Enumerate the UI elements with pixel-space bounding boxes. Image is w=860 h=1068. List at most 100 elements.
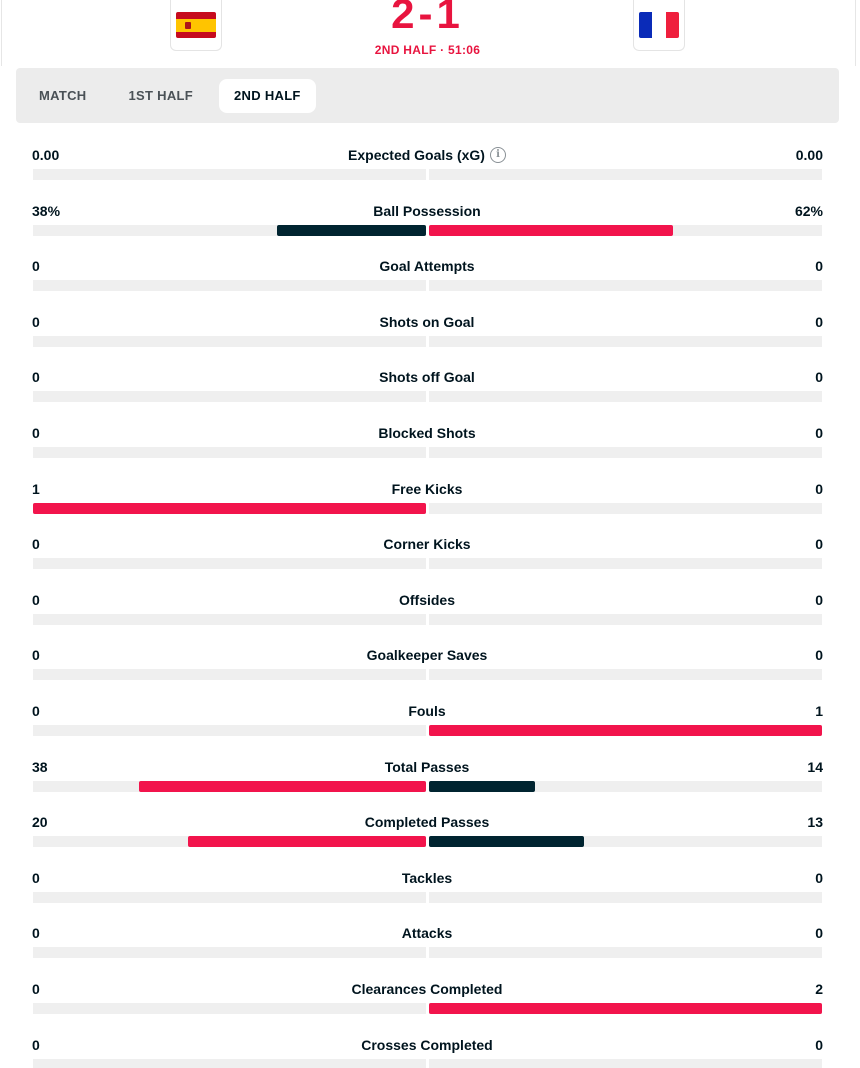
away-stat-value: 0 <box>815 647 823 664</box>
home-stat-value: 38% <box>32 202 61 219</box>
stat-row: 20 Completed Passes 13 <box>0 792 860 848</box>
stat-row: 38% Ball Possession 62% <box>0 181 860 237</box>
tab-1st-half[interactable]: 1ST HALF <box>128 88 193 103</box>
stat-label: Clearances Completed <box>227 981 627 997</box>
away-bar-fill <box>429 780 535 792</box>
away-bar-fill <box>429 836 584 848</box>
stat-label: Ball Possession <box>227 203 627 219</box>
info-icon[interactable]: i <box>489 147 506 163</box>
stat-row: 38 Total Passes 14 <box>0 737 860 793</box>
home-stat-bar <box>33 1058 426 1068</box>
home-stat-bar <box>33 447 426 458</box>
away-stat-value: 0 <box>815 258 823 275</box>
stat-label: Shots on Goal <box>227 314 627 330</box>
away-stat-value: 1 <box>815 703 823 719</box>
away-bar-fill <box>429 224 673 236</box>
stat-label: Corner Kicks <box>227 536 627 552</box>
tab-match[interactable]: MATCH <box>39 88 87 103</box>
away-stat-value: 0 <box>815 591 823 608</box>
home-stat-value: 38 <box>32 758 48 775</box>
home-bar-fill <box>277 224 426 236</box>
away-stat-value: 0 <box>815 313 823 330</box>
away-stat-bar <box>429 224 822 236</box>
stat-row: 0.00 Expected Goals (xG) i 0.00 <box>0 125 860 181</box>
home-stat-bar <box>33 891 426 903</box>
home-bar-fill <box>33 502 426 514</box>
stat-label: Offsides <box>227 592 627 608</box>
away-stat-bar <box>429 169 822 180</box>
away-stat-value: 0 <box>815 1036 823 1053</box>
home-stat-value: 0.00 <box>32 147 60 163</box>
home-stat-value: 0 <box>32 981 40 997</box>
stat-row: 0 Shots on Goal 0 <box>0 292 860 348</box>
stat-label: Attacks <box>227 925 627 941</box>
stat-label-text: Blocked Shots <box>378 425 476 441</box>
stat-label-text: Expected Goals (xG) <box>348 147 485 163</box>
stat-label: Shots off Goal <box>227 369 627 385</box>
match-header: 2-1 2ND HALF · 51:06 <box>0 0 860 66</box>
away-stat-value: 14 <box>807 758 823 775</box>
home-stat-value: 0 <box>32 425 40 441</box>
away-stat-value: 0 <box>815 480 823 497</box>
stat-row: 0 Fouls 1 <box>0 681 860 737</box>
stat-label: Fouls <box>227 703 627 719</box>
stat-row: 0 Goalkeeper Saves 0 <box>0 625 860 681</box>
period-tabs: MATCH 1ST HALF 2ND HALF <box>16 68 839 123</box>
away-stat-value: 0 <box>815 925 823 942</box>
away-stat-value: 0 <box>815 369 823 386</box>
home-stat-value: 0 <box>32 369 40 386</box>
home-stat-bar <box>33 1003 426 1014</box>
away-stat-bar <box>429 725 822 736</box>
home-stat-value: 0 <box>32 1036 40 1053</box>
away-stat-value: 13 <box>807 814 823 831</box>
home-stat-bar <box>33 947 426 959</box>
home-stat-bar <box>33 725 426 736</box>
away-stat-bar <box>429 280 822 292</box>
home-stat-value: 20 <box>32 814 48 831</box>
home-stat-bar <box>33 558 426 570</box>
stat-label-text: Shots off Goal <box>379 369 475 386</box>
stat-row: 0 Shots off Goal 0 <box>0 347 860 403</box>
divider <box>1 0 2 66</box>
tab-2nd-half[interactable]: 2ND HALF <box>219 78 316 113</box>
match-period: 2ND HALF · 51:06 <box>374 43 481 57</box>
away-stat-value: 0 <box>815 869 823 886</box>
home-stat-value: 0 <box>32 703 40 719</box>
home-team-flag[interactable] <box>170 0 222 51</box>
away-stat-value: 0.00 <box>795 147 823 163</box>
spain-flag-icon <box>176 12 216 38</box>
home-stat-bar <box>33 502 426 514</box>
away-stat-bar <box>429 613 822 625</box>
away-stat-bar <box>429 447 822 458</box>
stat-label-text: Goalkeeper Saves <box>366 647 488 664</box>
stat-label: Total Passes <box>227 759 627 775</box>
divider <box>855 0 856 66</box>
stat-label-text: Shots on Goal <box>379 313 475 330</box>
home-stat-value: 0 <box>32 258 40 275</box>
away-stat-bar <box>429 335 822 347</box>
home-stat-value: 0 <box>32 313 40 330</box>
away-stat-bar <box>429 947 822 959</box>
away-stat-bar <box>429 1003 822 1014</box>
stat-label: Goal Attempts <box>227 258 627 274</box>
france-flag-icon <box>639 12 679 38</box>
home-bar-fill <box>188 836 426 848</box>
stat-row: 0 Blocked Shots 0 <box>0 403 860 459</box>
home-bar-fill <box>139 780 426 792</box>
stat-label-text: Offsides <box>398 591 455 608</box>
away-team-flag[interactable] <box>633 0 685 51</box>
stat-row: 0 Tackles 0 <box>0 848 860 904</box>
home-stat-bar <box>33 224 426 236</box>
stat-label-text: Ball Possession <box>373 202 481 219</box>
away-bar-fill <box>429 1003 822 1014</box>
home-stat-value: 0 <box>32 925 40 942</box>
away-stat-value: 2 <box>815 981 823 997</box>
away-stat-bar <box>429 836 822 848</box>
home-stat-bar <box>33 669 426 681</box>
home-stat-bar <box>33 280 426 292</box>
home-stat-value: 0 <box>32 647 40 664</box>
stat-label-text: Completed Passes <box>364 814 490 831</box>
stat-label-text: Total Passes <box>384 758 470 775</box>
stat-label-text: Corner Kicks <box>383 536 471 553</box>
